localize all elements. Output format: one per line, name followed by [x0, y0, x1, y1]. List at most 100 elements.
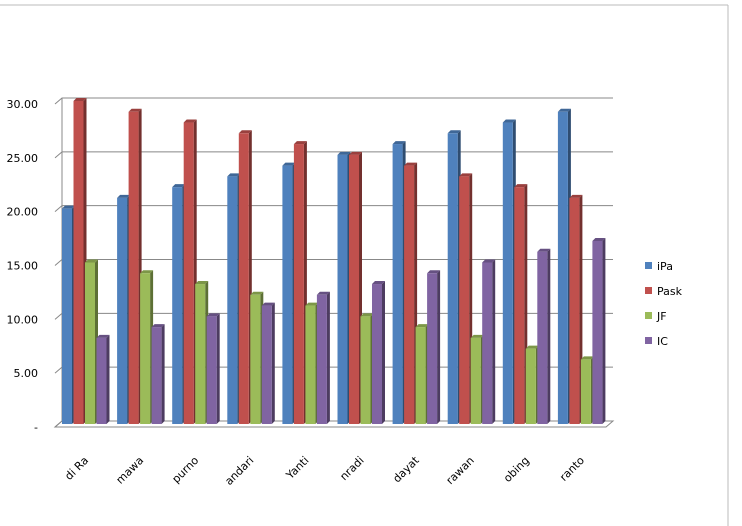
- bar-top-Pask: [73, 98, 87, 101]
- bar-side-IC: [326, 291, 330, 424]
- bar-side-IC: [106, 334, 110, 424]
- bar-IC: [427, 273, 438, 424]
- legend-swatch-JF: [645, 312, 652, 319]
- x-tick-label: purno: [170, 454, 202, 486]
- bar-iPa: [282, 165, 293, 424]
- bar-top-Pask: [514, 184, 528, 188]
- bar-IC: [372, 284, 382, 424]
- bar-top-iPa: [337, 151, 351, 155]
- bar-Pask: [238, 133, 249, 425]
- bar-Pask: [73, 101, 84, 424]
- bar-JF: [470, 337, 481, 424]
- bar-JF: [85, 262, 95, 424]
- y-tick-label: 25.00: [7, 152, 39, 165]
- bar-iPa: [227, 176, 238, 424]
- bar-top-iPa: [392, 141, 406, 145]
- bar-top-iPa: [447, 130, 461, 134]
- bar-top-JF: [250, 291, 264, 295]
- bar-JF: [195, 284, 206, 424]
- bar-top-iPa: [62, 205, 75, 209]
- legend-swatch-Pask: [645, 287, 652, 294]
- legend-swatch-IC: [645, 337, 652, 344]
- bar-JF: [250, 294, 261, 424]
- x-tick-label: obing: [501, 454, 532, 485]
- bar-top-JF: [85, 259, 98, 263]
- gridline: [54, 97, 613, 105]
- bar-top-iPa: [172, 184, 186, 188]
- bar-iPa: [62, 208, 72, 424]
- bar-iPa: [172, 187, 183, 424]
- gridline: [54, 151, 613, 159]
- y-tick-label: -: [34, 421, 38, 434]
- bar-Pask: [183, 122, 194, 425]
- bar-side-IC: [602, 237, 606, 424]
- x-tick-label: dayat: [390, 453, 422, 485]
- x-tick-label: rawan: [444, 454, 477, 487]
- y-tick-label: 5.00: [14, 367, 39, 380]
- bar-top-IC: [427, 270, 441, 274]
- bar-IC: [592, 240, 603, 424]
- bar-Pask: [459, 176, 470, 424]
- bar-top-JF: [305, 302, 319, 306]
- bar-IC: [482, 262, 493, 424]
- bar-JF: [580, 359, 591, 424]
- bar-IC: [316, 294, 327, 424]
- bar-Pask: [293, 144, 304, 425]
- bar-top-IC: [316, 291, 330, 295]
- bar-side-IC: [382, 281, 385, 424]
- bar-top-IC: [206, 313, 220, 317]
- bar-Pask: [128, 111, 139, 425]
- bar-top-IC: [96, 334, 110, 338]
- bar-Pask: [404, 165, 415, 424]
- bar-IC: [537, 251, 548, 424]
- bar-iPa: [502, 122, 513, 425]
- bar-top-Pask: [128, 108, 142, 112]
- bar-IC: [206, 316, 217, 424]
- x-tick-label: di Ra: [62, 454, 91, 483]
- bar-IC: [96, 337, 107, 424]
- bar-top-Pask: [569, 194, 583, 198]
- bar-JF: [415, 327, 426, 424]
- bar-JF: [360, 316, 371, 424]
- y-tick-label: 30.00: [7, 98, 39, 111]
- bar-top-Pask: [293, 141, 307, 145]
- bar-iPa: [392, 144, 403, 425]
- bar-JF: [525, 348, 536, 424]
- legend-swatch-iPa: [645, 262, 652, 269]
- bar-IC: [151, 327, 162, 424]
- bar-top-JF: [360, 313, 374, 317]
- x-tick-label: mawa: [114, 454, 147, 487]
- bar-top-JF: [195, 281, 209, 285]
- bar-top-iPa: [227, 173, 241, 177]
- bar-top-Pask: [404, 162, 418, 166]
- bar-JF: [305, 305, 316, 424]
- legend-label: IC: [657, 335, 668, 348]
- x-tick-label: Yanti: [283, 454, 311, 482]
- y-tick-label: 15.00: [7, 260, 39, 273]
- bar-top-IC: [372, 281, 385, 285]
- bar-side-IC: [216, 313, 220, 424]
- bar-top-IC: [261, 302, 275, 306]
- bar-iPa: [447, 133, 458, 425]
- bar-JF: [140, 273, 151, 424]
- x-tick-label: andari: [222, 454, 256, 488]
- y-tick-label: 10.00: [7, 313, 39, 326]
- bar-top-Pask: [349, 151, 362, 155]
- gridline: [54, 205, 613, 213]
- bar-side-IC: [271, 302, 275, 424]
- bar-top-IC: [592, 237, 606, 241]
- bar-iPa: [337, 154, 348, 425]
- bar-top-Pask: [183, 119, 197, 123]
- legend-label: iPa: [657, 260, 673, 273]
- bar-top-iPa: [557, 108, 571, 112]
- legend-label: JF: [656, 310, 667, 323]
- x-tick-label: nradi: [337, 454, 366, 483]
- bar-top-IC: [482, 259, 496, 263]
- y-tick-label: 20.00: [7, 206, 39, 219]
- bar-top-JF: [580, 356, 594, 360]
- bar-top-JF: [415, 324, 429, 328]
- bar-side-IC: [492, 259, 496, 424]
- bar-Pask: [514, 187, 525, 424]
